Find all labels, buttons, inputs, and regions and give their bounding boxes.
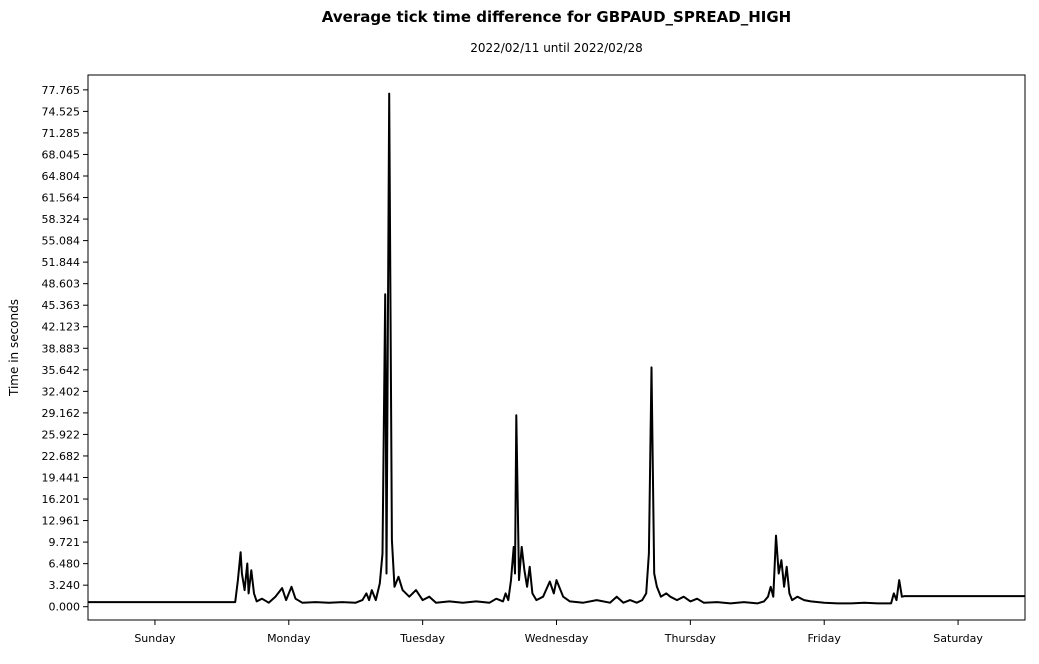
y-tick-label: 55.084 (42, 235, 81, 248)
y-tick-label: 0.000 (49, 601, 81, 614)
y-tick-label: 6.480 (49, 558, 81, 571)
y-tick-label: 48.603 (42, 278, 81, 291)
x-tick-label: Tuesday (399, 632, 445, 645)
x-tick-label: Monday (267, 632, 311, 645)
x-tick-label: Wednesday (525, 632, 589, 645)
y-tick-label: 71.285 (42, 127, 81, 140)
y-tick-label: 12.961 (42, 515, 81, 528)
x-tick-label: Saturday (933, 632, 983, 645)
chart-container: Average tick time difference for GBPAUD_… (0, 0, 1039, 664)
x-tick-label: Thursday (664, 632, 717, 645)
line-chart: Average tick time difference for GBPAUD_… (0, 0, 1039, 664)
data-series (88, 94, 1025, 604)
plot-area (88, 75, 1025, 620)
y-tick-label: 51.844 (42, 256, 81, 269)
y-tick-label: 68.045 (42, 148, 81, 161)
x-tick-label: Sunday (134, 632, 176, 645)
y-tick-label: 29.162 (42, 407, 81, 420)
y-tick-label: 32.402 (42, 385, 81, 398)
y-tick-label: 25.922 (42, 428, 81, 441)
y-tick-label: 45.363 (42, 299, 81, 312)
y-tick-label: 38.883 (42, 342, 81, 355)
y-tick-label: 3.240 (49, 579, 81, 592)
y-tick-label: 42.123 (42, 321, 81, 334)
x-tick-label: Friday (808, 632, 842, 645)
y-tick-label: 58.324 (42, 213, 81, 226)
y-tick-label: 19.441 (42, 471, 81, 484)
y-tick-label: 9.721 (49, 536, 81, 549)
chart-subtitle: 2022/02/11 until 2022/02/28 (470, 41, 643, 55)
chart-title: Average tick time difference for GBPAUD_… (322, 8, 791, 26)
y-tick-label: 74.525 (42, 105, 81, 118)
y-tick-label: 22.682 (42, 450, 81, 463)
y-tick-label: 35.642 (42, 364, 81, 377)
y-tick-label: 16.201 (42, 493, 81, 506)
y-tick-label: 77.765 (42, 84, 81, 97)
y-tick-label: 61.564 (42, 192, 81, 205)
y-tick-label: 64.804 (42, 170, 81, 183)
y-axis-label: Time in seconds (7, 299, 21, 397)
